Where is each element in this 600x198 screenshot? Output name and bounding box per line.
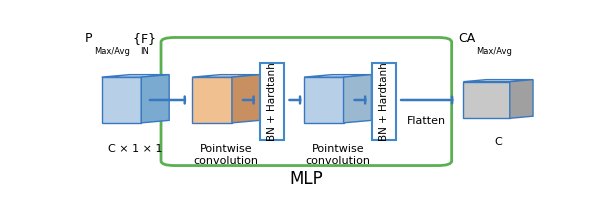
Polygon shape xyxy=(304,75,371,77)
Text: P: P xyxy=(85,32,93,45)
Polygon shape xyxy=(193,75,260,77)
Polygon shape xyxy=(102,75,169,77)
Polygon shape xyxy=(510,80,533,118)
Text: Max/Avg: Max/Avg xyxy=(95,47,130,56)
Polygon shape xyxy=(232,75,260,123)
Text: C: C xyxy=(494,137,502,147)
Text: BN + Hardtanh: BN + Hardtanh xyxy=(379,62,389,141)
FancyBboxPatch shape xyxy=(260,63,284,140)
Text: IN: IN xyxy=(140,47,149,56)
Text: C × 1 × 1: C × 1 × 1 xyxy=(108,144,163,154)
Text: BN + Hardtanh: BN + Hardtanh xyxy=(267,62,277,141)
Text: Pointwise
convolution: Pointwise convolution xyxy=(194,144,259,166)
Polygon shape xyxy=(102,77,141,123)
Text: MLP: MLP xyxy=(289,170,323,188)
Polygon shape xyxy=(193,77,232,123)
FancyBboxPatch shape xyxy=(371,63,396,140)
Text: Pointwise
convolution: Pointwise convolution xyxy=(305,144,370,166)
Polygon shape xyxy=(304,77,344,123)
Polygon shape xyxy=(463,82,510,118)
Polygon shape xyxy=(141,75,169,123)
Text: Max/Avg: Max/Avg xyxy=(476,47,512,56)
Text: {F: {F xyxy=(130,32,149,45)
Text: }: } xyxy=(147,32,155,45)
Polygon shape xyxy=(344,75,371,123)
Text: CA: CA xyxy=(458,32,476,45)
Polygon shape xyxy=(463,80,533,82)
Text: Flatten: Flatten xyxy=(407,116,446,126)
